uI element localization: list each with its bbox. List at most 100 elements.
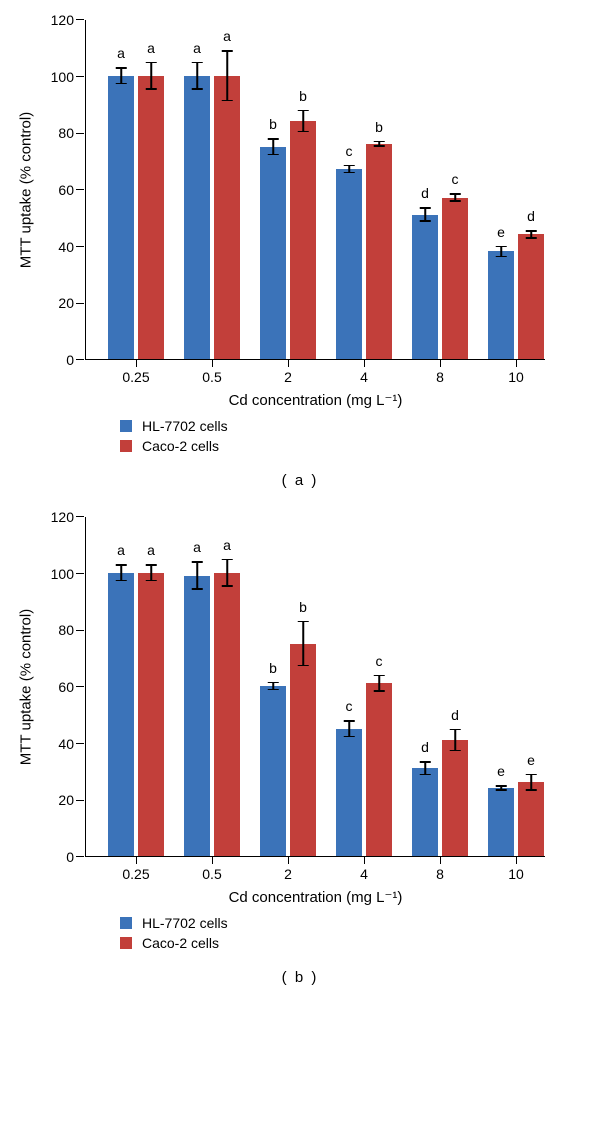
- significance-letter: a: [223, 28, 231, 44]
- ytick-label: 40: [58, 239, 86, 255]
- bar: b: [290, 121, 316, 359]
- significance-letter: e: [497, 224, 505, 240]
- error-bar: [500, 246, 502, 257]
- significance-letter: b: [299, 599, 307, 615]
- panel-caption-b: ( b ): [0, 969, 600, 986]
- significance-letter: c: [346, 143, 353, 159]
- bar: d: [412, 215, 438, 360]
- error-bar: [226, 559, 228, 587]
- significance-letter: c: [346, 698, 353, 714]
- error-bar: [530, 230, 532, 239]
- bar: b: [260, 147, 286, 360]
- xtick-label: 0.25: [122, 856, 149, 882]
- significance-letter: b: [269, 660, 277, 676]
- legend-label: Caco-2 cells: [142, 438, 219, 454]
- bar: a: [214, 573, 240, 856]
- panel-b: 020406080100120MTT uptake (% control)aa0…: [0, 517, 600, 986]
- ytick-label: 60: [58, 182, 86, 198]
- x-axis-label: Cd concentration (mg L⁻¹): [229, 856, 403, 906]
- ytick-label: 120: [51, 12, 86, 28]
- bar: d: [518, 234, 544, 359]
- error-bar: [196, 561, 198, 589]
- xtick-label: 8: [436, 359, 444, 385]
- xtick-label: 10: [508, 856, 524, 882]
- significance-letter: d: [451, 707, 459, 723]
- error-bar: [348, 720, 350, 737]
- bar: d: [412, 768, 438, 856]
- x-axis-label: Cd concentration (mg L⁻¹): [229, 359, 403, 409]
- significance-letter: d: [421, 739, 429, 755]
- legend-swatch: [120, 917, 132, 929]
- ytick-label: 80: [58, 125, 86, 141]
- legend-label: Caco-2 cells: [142, 935, 219, 951]
- error-bar: [424, 207, 426, 221]
- bar: c: [336, 729, 362, 857]
- error-bar: [530, 774, 532, 791]
- ytick-label: 0: [66, 849, 86, 865]
- ytick-label: 20: [58, 792, 86, 808]
- legend-label: HL-7702 cells: [142, 418, 228, 434]
- error-bar: [378, 675, 380, 692]
- bar: b: [290, 644, 316, 857]
- error-bar: [226, 50, 228, 101]
- panel-a: 020406080100120MTT uptake (% control)aa0…: [0, 20, 600, 489]
- legend: HL-7702 cells Caco-2 cells: [120, 915, 600, 951]
- legend: HL-7702 cells Caco-2 cells: [120, 418, 600, 454]
- significance-letter: e: [527, 752, 535, 768]
- legend-item: Caco-2 cells: [120, 438, 600, 454]
- legend-swatch: [120, 420, 132, 432]
- significance-letter: e: [497, 763, 505, 779]
- legend-swatch: [120, 937, 132, 949]
- error-bar: [120, 564, 122, 581]
- error-bar: [196, 62, 198, 90]
- ytick-label: 100: [51, 566, 86, 582]
- plot-area-b: 020406080100120MTT uptake (% control)aa0…: [85, 517, 545, 857]
- ytick-label: 80: [58, 622, 86, 638]
- legend-item: Caco-2 cells: [120, 935, 600, 951]
- bar: a: [138, 76, 164, 359]
- bar: c: [442, 198, 468, 360]
- error-bar: [150, 564, 152, 581]
- significance-letter: a: [223, 537, 231, 553]
- ytick-label: 20: [58, 295, 86, 311]
- significance-letter: d: [421, 185, 429, 201]
- significance-letter: b: [299, 88, 307, 104]
- panel-caption-a: ( a ): [0, 472, 600, 489]
- error-bar: [302, 621, 304, 666]
- bar: c: [366, 683, 392, 856]
- significance-letter: a: [117, 542, 125, 558]
- plot-area-a: 020406080100120MTT uptake (% control)aa0…: [85, 20, 545, 360]
- bar: a: [108, 76, 134, 359]
- significance-letter: b: [375, 119, 383, 135]
- bar: a: [184, 76, 210, 359]
- xtick-label: 0.25: [122, 359, 149, 385]
- figure-root: 020406080100120MTT uptake (% control)aa0…: [0, 20, 600, 986]
- ytick-label: 40: [58, 736, 86, 752]
- error-bar: [272, 138, 274, 155]
- xtick-label: 0.5: [202, 359, 221, 385]
- ytick-label: 120: [51, 509, 86, 525]
- error-bar: [302, 110, 304, 133]
- ytick-label: 60: [58, 679, 86, 695]
- significance-letter: a: [117, 45, 125, 61]
- bar: b: [366, 144, 392, 359]
- significance-letter: b: [269, 116, 277, 132]
- significance-letter: a: [147, 40, 155, 56]
- xtick-label: 8: [436, 856, 444, 882]
- bar: e: [488, 788, 514, 856]
- xtick-label: 10: [508, 359, 524, 385]
- legend-swatch: [120, 440, 132, 452]
- bar: a: [108, 573, 134, 856]
- significance-letter: d: [527, 208, 535, 224]
- ytick-label: 100: [51, 69, 86, 85]
- error-bar: [378, 141, 380, 147]
- bar: b: [260, 686, 286, 856]
- bar: a: [214, 76, 240, 359]
- y-axis-label: MTT uptake (% control): [18, 608, 35, 764]
- legend-item: HL-7702 cells: [120, 915, 600, 931]
- error-bar: [500, 785, 502, 791]
- error-bar: [348, 165, 350, 174]
- significance-letter: a: [147, 542, 155, 558]
- bar: d: [442, 740, 468, 856]
- bar: a: [138, 573, 164, 856]
